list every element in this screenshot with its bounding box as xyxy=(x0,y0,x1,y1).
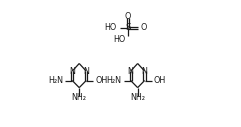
Text: S: S xyxy=(125,23,131,32)
Text: N: N xyxy=(128,67,134,76)
Text: OH: OH xyxy=(95,76,107,85)
Text: H₂N: H₂N xyxy=(106,76,121,85)
Text: H₂N: H₂N xyxy=(48,76,63,85)
Text: O: O xyxy=(125,12,131,21)
Text: OH: OH xyxy=(154,76,166,85)
Text: NH₂: NH₂ xyxy=(72,93,87,102)
Text: N: N xyxy=(83,67,89,76)
Text: N: N xyxy=(69,67,75,76)
Text: HO: HO xyxy=(104,23,116,32)
Text: HO: HO xyxy=(113,35,126,44)
Text: NH₂: NH₂ xyxy=(130,93,145,102)
Text: O: O xyxy=(141,23,147,32)
Text: N: N xyxy=(142,67,147,76)
